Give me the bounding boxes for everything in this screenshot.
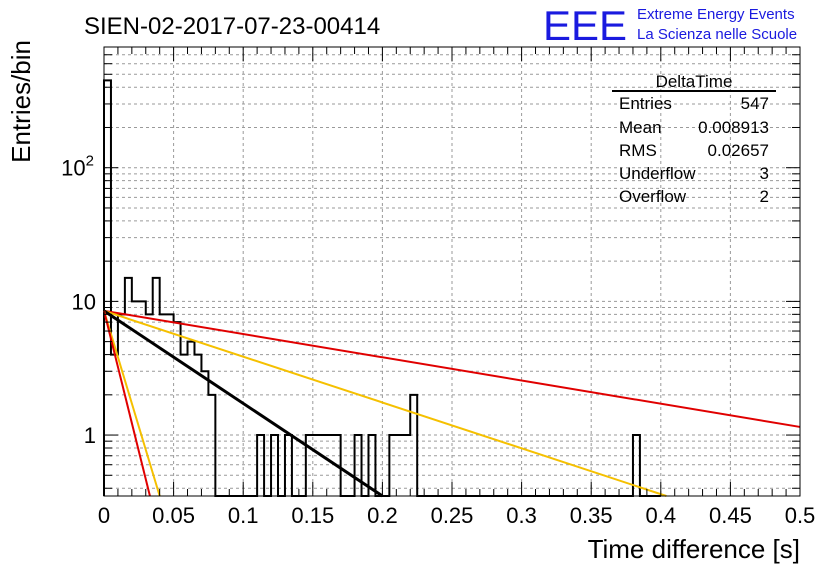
x-tick-label: 0.3 <box>506 503 537 528</box>
chart-title: SIEN-02-2017-07-23-00414 <box>84 13 380 40</box>
grid-lines <box>104 47 800 496</box>
fit-line-1 <box>103 309 801 428</box>
stats-value-underflow: 3 <box>760 164 769 183</box>
x-tick-label: 0.5 <box>785 503 816 528</box>
fit-line-5 <box>103 310 151 497</box>
stats-box: DeltaTime Entries 547 Mean 0.008913 RMS … <box>612 72 776 206</box>
stats-label-rms: RMS <box>619 141 657 160</box>
logo-mark: EEE <box>543 2 627 49</box>
x-tick-label: 0.25 <box>431 503 474 528</box>
fit-line-3 <box>103 309 384 498</box>
stats-value-entries: 547 <box>741 94 769 113</box>
fit-line-2 <box>103 309 667 497</box>
stats-label-underflow: Underflow <box>619 164 696 183</box>
logo-line-1: Extreme Energy Events <box>637 6 795 23</box>
x-tick-label: 0.15 <box>291 503 334 528</box>
x-tick-label: 0.35 <box>570 503 613 528</box>
y-tick-label: 10 <box>72 289 96 314</box>
x-tick-label: 0.05 <box>152 503 195 528</box>
x-tick-label: 0.4 <box>646 503 677 528</box>
stats-label-mean: Mean <box>619 118 662 137</box>
fit-line-4 <box>103 310 161 497</box>
stats-value-overflow: 2 <box>760 187 769 206</box>
stats-value-mean: 0.008913 <box>698 118 769 137</box>
x-tick-label: 0.1 <box>228 503 259 528</box>
y-tick-label: 102 <box>61 153 94 181</box>
x-axis-label: Time difference [s] <box>588 534 800 564</box>
x-tick-label: 0.45 <box>709 503 752 528</box>
x-tick-label: 0 <box>98 503 110 528</box>
logo-line-2: La Scienza nelle Scuole <box>637 26 797 43</box>
stats-label-overflow: Overflow <box>619 187 687 206</box>
stats-title: DeltaTime <box>656 72 733 91</box>
stats-label-entries: Entries <box>619 94 672 113</box>
y-tick-label: 1 <box>84 423 96 448</box>
axis-ticks: 0 0.05 0.1 0.15 0.2 0.25 0.3 0.35 0.4 0.45 0.5 1 10 1… <box>61 47 815 528</box>
eee-logo: EEE Extreme Energy Events La Scienza nel… <box>543 2 797 49</box>
y-axis-label: Entries/bin <box>6 40 36 163</box>
x-tick-label: 0.2 <box>367 503 398 528</box>
stats-value-rms: 0.02657 <box>708 141 769 160</box>
